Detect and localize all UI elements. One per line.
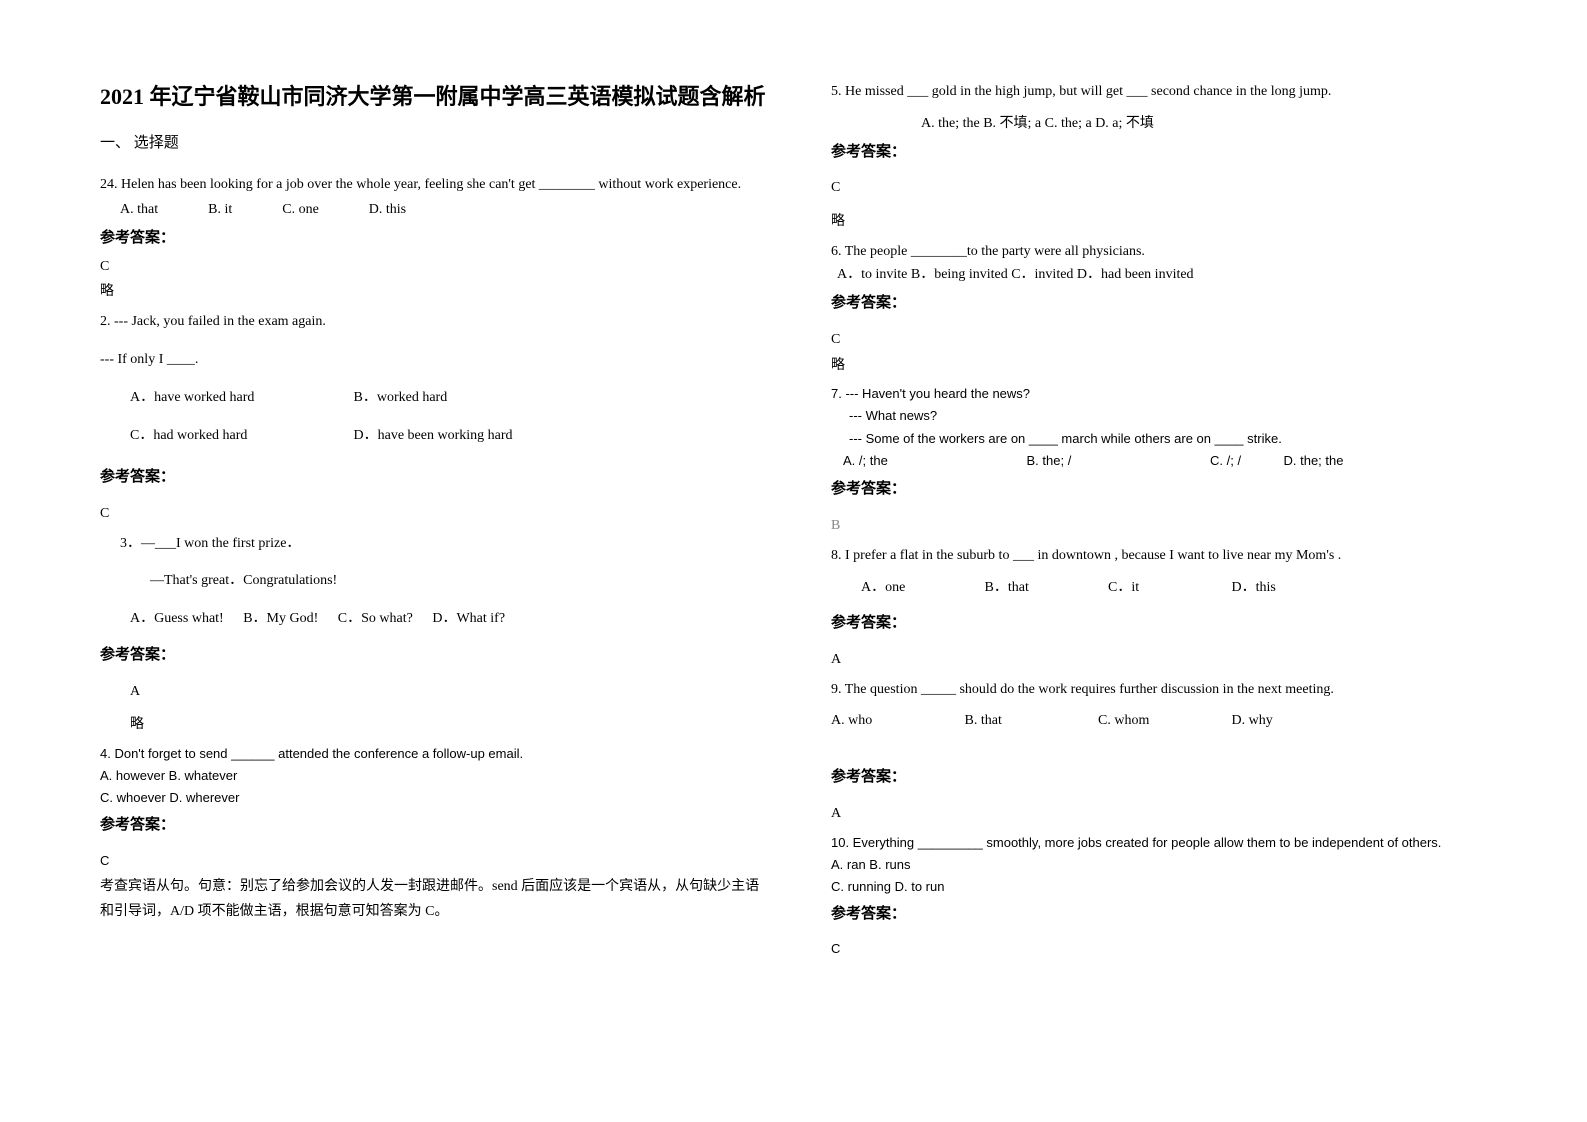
question-stem: 5. He missed ___ gold in the high jump, … [831,80,1502,104]
section-header: 一、 选择题 [100,131,771,157]
question-options: A. who B. that C. whom D. why [831,709,1502,733]
question-options: A．to invite B．being invited C．invited D．… [831,263,1502,287]
question-10: 10. Everything _________ smoothly, more … [831,832,1502,961]
left-column: 2021 年辽宁省鞍山市同济大学第一附属中学高三英语模拟试题含解析 一、 选择题… [100,80,771,966]
option-c: C. one [282,198,319,222]
option-a: A．Guess what! [130,611,224,626]
option-a: A．have worked hard [130,386,350,410]
document-title: 2021 年辽宁省鞍山市同济大学第一附属中学高三英语模拟试题含解析 [100,80,771,113]
answer-brief: 略 [831,354,1502,378]
question-stem-line1: 7. --- Haven't you heard the news? [831,383,1502,405]
question-3: 3．―___I won the first prize． ―That's gre… [100,532,771,737]
question-options: A. /; the B. the; / C. /; / D. the; the [831,450,1502,474]
question-8: 8. I prefer a flat in the suburb to ___ … [831,544,1502,672]
question-options: A. that B. it C. one D. this [100,198,771,222]
option-a: A. /; the [843,450,1023,472]
question-stem: 8. I prefer a flat in the suburb to ___ … [831,544,1502,568]
answer-label: 参考答案： [831,902,1502,928]
question-4: 4. Don't forget to send ______ attended … [100,743,771,924]
option-c: C．it [1108,576,1228,600]
question-options: A．Guess what! B．My God! C．So what? D．Wha… [100,607,771,631]
question-stem-line2: --- If only I ____. [100,348,771,372]
right-column: 5. He missed ___ gold in the high jump, … [831,80,1502,966]
option-d: D. why [1232,713,1273,728]
document-page: 2021 年辽宁省鞍山市同济大学第一附属中学高三英语模拟试题含解析 一、 选择题… [0,0,1587,1006]
question-stem: 10. Everything _________ smoothly, more … [831,832,1502,854]
answer-label: 参考答案： [100,643,771,669]
answer-value: C [831,938,1502,960]
answer-explanation: 考查宾语从句。句意：别忘了给参加会议的人发一封跟进邮件。send 后面应该是一个… [100,874,771,924]
question-1: 24. Helen has been looking for a job ove… [100,173,771,305]
option-a: A. that [120,198,158,222]
option-b: B. it [208,198,232,222]
option-b: B. the; / [1027,450,1207,472]
option-d: D. the; the [1284,453,1344,468]
answer-value: C [831,328,1502,352]
question-options-row1: A. however B. whatever [100,765,771,787]
answer-value: A [831,802,1502,826]
answer-value: A [100,680,771,704]
option-d: D．this [1232,580,1276,595]
question-options-row2: C. running D. to run [831,876,1502,898]
question-options-row2: C．had worked hard D．have been working ha… [100,424,771,448]
answer-value: B [831,514,1502,538]
option-c: C．had worked hard [130,424,350,448]
question-stem: 4. Don't forget to send ______ attended … [100,743,771,765]
question-stem-line1: 3．―___I won the first prize． [100,532,771,556]
question-stem: 24. Helen has been looking for a job ove… [100,173,771,197]
answer-label: 参考答案： [831,477,1502,503]
answer-label: 参考答案： [831,765,1502,791]
option-c: C. whom [1098,709,1228,733]
option-a: A. who [831,709,961,733]
answer-value: C [100,502,771,526]
option-b: B．My God! [243,611,318,626]
answer-label: 参考答案： [831,611,1502,637]
question-options: A．one B．that C．it D．this [831,576,1502,600]
answer-label: 参考答案： [100,465,771,491]
question-options-row1: A. ran B. runs [831,854,1502,876]
question-9: 9. The question _____ should do the work… [831,678,1502,826]
answer-label: 参考答案： [831,140,1502,166]
answer-value: C [831,176,1502,200]
question-stem-line2: ―That's great．Congratulations! [100,569,771,593]
option-d: D. this [369,198,406,222]
answer-value: C [100,850,771,872]
answer-value: A [831,648,1502,672]
option-b: B．that [985,576,1105,600]
option-c: C．So what? [338,611,413,626]
option-d: D．What if? [432,611,505,626]
answer-brief: 略 [100,280,771,304]
question-options-row1: A．have worked hard B．worked hard [100,386,771,410]
answer-value: C [100,255,771,279]
question-options: A. the; the B. 不填; a C. the; a D. a; 不填 [831,112,1502,136]
question-7: 7. --- Haven't you heard the news? --- W… [831,383,1502,537]
question-stem: 9. The question _____ should do the work… [831,678,1502,702]
option-a: A．one [861,576,981,600]
question-stem-line1: 2. --- Jack, you failed in the exam agai… [100,310,771,334]
answer-label: 参考答案： [100,226,771,252]
answer-brief: 略 [831,210,1502,234]
question-stem: 6. The people ________to the party were … [831,240,1502,264]
option-b: B. that [965,709,1095,733]
question-6: 6. The people ________to the party were … [831,240,1502,378]
question-5: 5. He missed ___ gold in the high jump, … [831,80,1502,234]
question-stem-line3: --- Some of the workers are on ____ marc… [831,428,1502,450]
question-options-row2: C. whoever D. wherever [100,787,771,809]
answer-label: 参考答案： [831,291,1502,317]
option-c: C. /; / [1210,450,1280,472]
answer-label: 参考答案： [100,813,771,839]
question-2: 2. --- Jack, you failed in the exam agai… [100,310,771,525]
option-b: B．worked hard [354,390,448,405]
answer-brief: 略 [100,713,771,737]
option-d: D．have been working hard [354,428,513,443]
question-stem-line2: --- What news? [831,405,1502,427]
